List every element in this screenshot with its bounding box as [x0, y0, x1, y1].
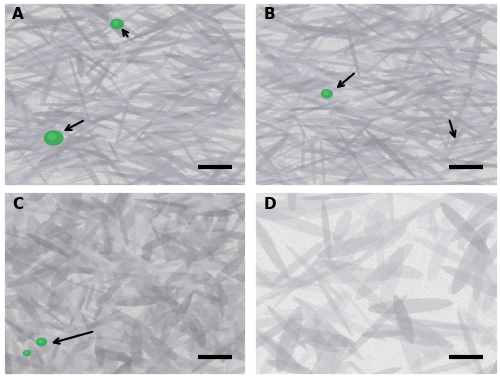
Circle shape — [25, 351, 28, 354]
Circle shape — [24, 351, 30, 356]
Text: A: A — [12, 8, 24, 22]
Text: D: D — [264, 197, 276, 212]
Circle shape — [324, 91, 328, 95]
Circle shape — [322, 90, 332, 98]
Circle shape — [36, 338, 46, 346]
Circle shape — [48, 134, 56, 139]
Circle shape — [111, 19, 123, 29]
Circle shape — [114, 21, 118, 25]
Circle shape — [44, 131, 63, 145]
Text: C: C — [12, 197, 24, 212]
Text: B: B — [264, 8, 275, 22]
Circle shape — [38, 340, 42, 343]
